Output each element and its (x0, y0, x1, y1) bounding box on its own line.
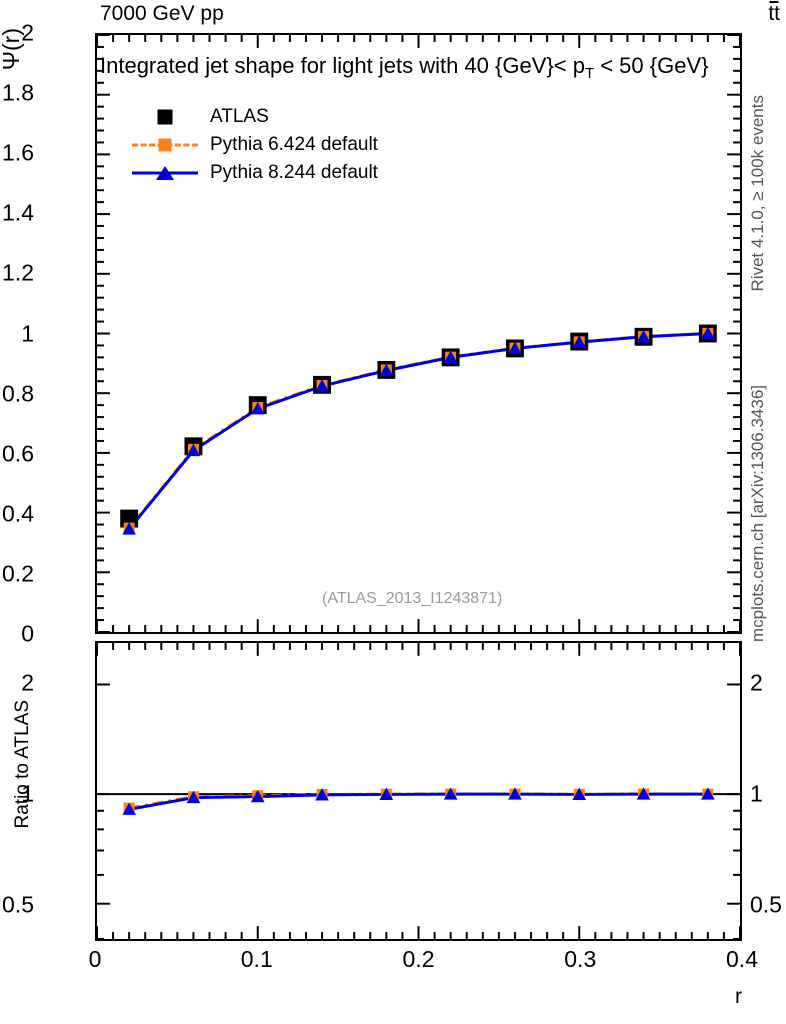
y-tick-label: 0.6 (2, 440, 34, 467)
legend-item-label: Pythia 6.424 default (210, 134, 378, 155)
legend-item[interactable]: ATLAS (132, 103, 378, 131)
y-tick-label: 1.4 (2, 199, 34, 226)
ratio-y-tick-label-right: 2 (750, 669, 763, 696)
x-tick-label: 0 (88, 946, 102, 972)
ratio-y-tick-label: 1 (21, 780, 34, 807)
y-tick-label: 0.8 (2, 380, 34, 407)
rivet-version-note: Rivet 4.1.0, ≥ 100k events (748, 95, 767, 292)
process-header-text: tt (768, 2, 780, 25)
ratio-plot-graphics (96, 643, 741, 940)
y-tick-label: 0.4 (2, 500, 34, 527)
legend-item[interactable]: Pythia 6.424 default (132, 131, 378, 159)
x-tick-label: 0.4 (726, 946, 758, 972)
y-tick-label: 0 (21, 620, 34, 647)
main-plot-panel (95, 33, 742, 634)
legend-square-marker-icon (158, 138, 172, 152)
x-tick-label: 0.1 (240, 946, 273, 972)
y-tick-label: 1.2 (2, 259, 34, 286)
y-tick-label: 1 (21, 320, 34, 346)
process-header: tt (768, 2, 780, 26)
ratio-y-tick-label: 0.5 (2, 891, 34, 918)
beam-energy-header: 7000 GeV pp (100, 2, 224, 25)
ratio-y-tick-label-right: 1 (750, 780, 763, 807)
ratio-y-tick-label-right: 0.5 (750, 891, 782, 918)
legend-square-marker-icon (157, 109, 173, 125)
ratio-plot-panel (95, 641, 742, 941)
plot-title: Integrated jet shape for light jets with… (100, 53, 708, 82)
y-tick-label: 0.2 (2, 560, 34, 587)
legend-triangle-marker-icon (156, 166, 174, 180)
x-tick-label: 0.3 (564, 946, 597, 972)
plot-title-subscript: T (584, 65, 595, 82)
legend-key-square-icon (132, 133, 198, 157)
x-axis-label: r (735, 985, 742, 1008)
y-tick-label: 2 (21, 19, 34, 46)
legend-item-label: Pythia 8.244 default (210, 162, 378, 183)
legend-key-triangle-icon (132, 161, 198, 185)
legend: ATLAS Pythia 6.424 default Pythia 8.244 de… (132, 103, 378, 187)
ratio-y-tick-label: 2 (21, 669, 34, 696)
plot-title-rest: < 50 {GeV} (594, 53, 709, 78)
analysis-watermark: (ATLAS_2013_I1243871) (322, 590, 503, 607)
plot-title-main: Integrated jet shape for light jets with… (100, 53, 585, 78)
y-tick-label: 1.8 (2, 79, 34, 106)
y-tick-label: 1.6 (2, 139, 34, 166)
mcplots-reference-note: mcplots.cern.ch [arXiv:1306.3436] (748, 385, 767, 643)
legend-item[interactable]: Pythia 8.244 default (132, 159, 378, 187)
ratio-y-axis-label: Ratio to ATLAS (12, 700, 33, 829)
legend-item-label: ATLAS (210, 106, 269, 127)
legend-key-square-icon (132, 105, 198, 129)
x-tick-label: 0.2 (402, 946, 435, 972)
main-plot-graphics (96, 34, 741, 633)
